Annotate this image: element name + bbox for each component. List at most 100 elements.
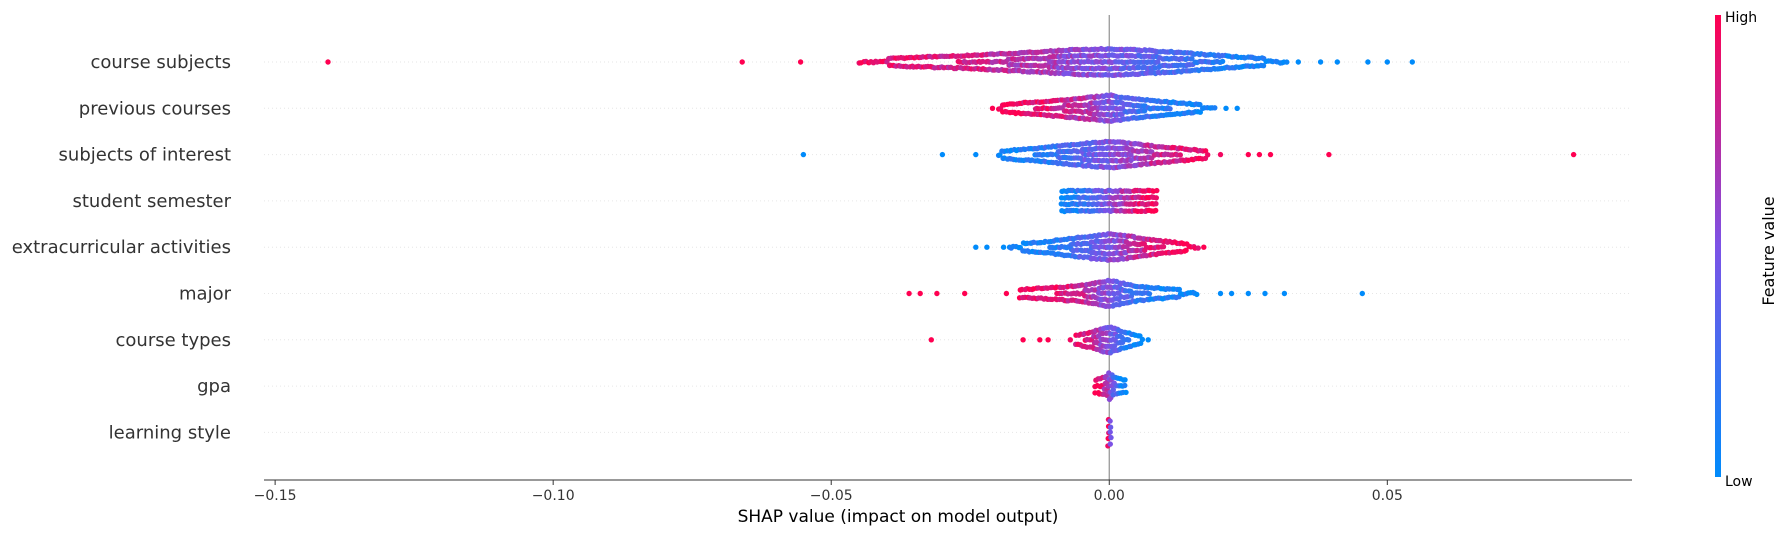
feature-label: subjects of interest — [59, 145, 231, 166]
feature-row-major — [906, 277, 1366, 309]
shap-point — [797, 59, 804, 65]
shap-point — [1245, 290, 1252, 297]
shap-point — [1409, 59, 1416, 65]
shap-point — [1108, 434, 1114, 441]
feature-row-course-subjects — [325, 45, 1416, 79]
feature-row-learning-style — [1105, 416, 1114, 449]
shap-point — [1334, 59, 1341, 65]
shap-point — [928, 337, 934, 343]
shap-point — [984, 244, 990, 250]
shap-point — [1217, 290, 1224, 297]
shap-point — [1162, 159, 1169, 165]
x-tick-label: 0.05 — [1372, 488, 1403, 504]
shap-point — [1003, 290, 1010, 297]
shap-point — [1141, 108, 1148, 114]
shap-point — [1107, 441, 1114, 447]
shap-point — [1145, 337, 1151, 343]
x-tick-label: −0.10 — [532, 488, 575, 504]
shap-point — [1122, 382, 1128, 389]
shap-point — [1139, 336, 1146, 343]
shap-point — [1107, 424, 1114, 430]
shap-point — [1037, 337, 1043, 343]
shap-point — [1107, 429, 1113, 435]
shap-point — [1262, 290, 1268, 297]
feature-label: previous courses — [79, 98, 231, 119]
shap-point — [1153, 201, 1159, 207]
shap-point — [1123, 389, 1129, 396]
x-axis: −0.15 −0.10 −0.05 0.00 0.05 — [254, 479, 1632, 504]
shap-point — [1049, 151, 1056, 158]
shap-point — [1020, 337, 1026, 343]
shap-point — [1000, 244, 1007, 250]
feature-row-student-semester — [1058, 187, 1160, 215]
feature-row-previous-courses — [989, 92, 1240, 124]
x-axis-title: SHAP value (impact on model output) — [738, 507, 1059, 527]
shap-point — [1176, 286, 1183, 293]
shap-point — [1154, 187, 1160, 194]
shap-point — [800, 151, 807, 158]
shap-point — [1153, 195, 1160, 201]
shap-point — [1365, 59, 1371, 65]
shap-point — [1219, 58, 1226, 65]
feature-labels: course subjects previous courses subjects … — [12, 52, 232, 443]
shap-point — [1570, 151, 1577, 158]
shap-point — [325, 59, 331, 65]
feature-label: extracurricular activities — [12, 237, 231, 258]
shap-point — [1194, 291, 1200, 298]
colorbar-high-label: High — [1725, 10, 1757, 26]
shap-point — [1189, 56, 1195, 62]
shap-point — [1217, 151, 1224, 158]
feature-label: gpa — [197, 376, 231, 397]
shap-point — [1160, 244, 1167, 250]
shap-point — [1212, 105, 1218, 111]
shap-point — [1122, 377, 1128, 383]
shap-point — [1234, 105, 1240, 112]
shap-point — [939, 151, 946, 158]
shap-point — [1197, 109, 1204, 115]
feature-label: course subjects — [90, 52, 231, 73]
shap-point — [906, 290, 912, 297]
shap-point — [1195, 245, 1201, 251]
feature-row-extracurricular-activities — [973, 231, 1207, 263]
beeswarm-dots — [325, 45, 1577, 449]
shap-point — [1256, 151, 1263, 158]
shap-point — [1146, 291, 1153, 297]
shap-point — [1384, 59, 1391, 65]
shap-point — [973, 244, 979, 250]
shap-point — [1281, 290, 1288, 297]
shap-point — [1202, 148, 1209, 154]
shap-point — [1223, 105, 1229, 112]
shap-point — [739, 59, 745, 65]
shap-point — [917, 290, 923, 297]
shap-point — [989, 105, 996, 112]
shap-point — [1128, 152, 1134, 158]
shap-point — [1284, 59, 1290, 65]
feature-row-subjects-of-interest — [800, 138, 1577, 171]
shap-point — [1107, 418, 1113, 424]
feature-row-gpa — [1092, 370, 1129, 403]
shap-point — [1197, 101, 1203, 108]
shap-point — [1067, 337, 1074, 343]
shap-point — [1167, 106, 1173, 112]
shap-point — [1317, 59, 1324, 65]
colorbar-gradient — [1715, 15, 1721, 477]
shap-point — [1153, 207, 1159, 214]
row-guides — [264, 61, 1632, 433]
x-tick-label: −0.05 — [810, 488, 853, 504]
colorbar: High Low Feature value — [1715, 10, 1778, 490]
shap-point — [1155, 59, 1161, 65]
shap-point — [1245, 151, 1252, 158]
shap-point — [1126, 337, 1132, 343]
shap-point — [962, 290, 968, 297]
feature-label: learning style — [109, 422, 231, 443]
shap-point — [1201, 244, 1207, 250]
feature-label: student semester — [72, 191, 231, 212]
shap-point — [934, 290, 940, 297]
feature-label: course types — [116, 330, 231, 351]
feature-label: major — [179, 284, 232, 305]
shap-point — [1359, 290, 1366, 297]
shap-point — [1260, 62, 1267, 69]
shap-point — [1267, 151, 1274, 158]
shap-point — [1183, 247, 1189, 253]
